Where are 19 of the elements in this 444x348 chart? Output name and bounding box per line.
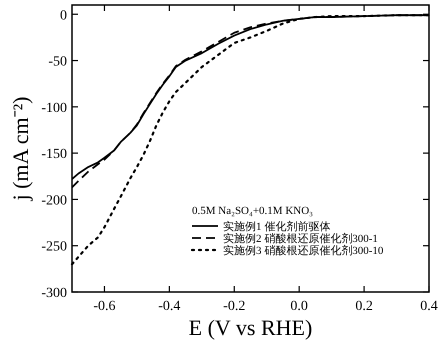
x-tick-label: -0.2 [223,299,246,314]
x-axis-title: E (V vs RHE) [188,315,312,340]
y-axis-title: j (mA cm⁻²) [8,96,33,202]
y-tick-label: -150 [41,147,67,162]
y-tick-label: -200 [41,193,67,208]
x-tick-label: 0.0 [290,299,308,314]
y-tick-label: -100 [41,100,67,116]
x-tick-label: -0.4 [158,299,180,314]
x-tick-label: -0.6 [93,299,116,314]
y-tick-label: -50 [48,54,67,70]
y-tick-label: 0 [60,8,67,24]
legend-label: 实施例3 硝酸根还原催化剂300-10 [223,244,384,257]
legend-label: 实施例2 硝酸根还原催化剂300-1 [223,232,378,245]
y-tick-label: -300 [41,286,67,301]
legend-label: 实施例1 催化剂前驱体 [223,220,330,233]
x-tick-label: 0.2 [355,299,373,314]
legend-title: 0.5M Na₂SO₄+0.1M KNO₃ [192,205,314,217]
y-tick-label: -250 [41,240,67,255]
x-tick-label: 0.4 [420,299,438,314]
